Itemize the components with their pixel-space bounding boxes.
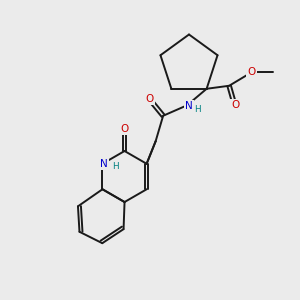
Text: O: O — [146, 94, 154, 104]
Text: N: N — [100, 159, 108, 169]
Text: O: O — [231, 100, 239, 110]
Text: O: O — [248, 67, 256, 77]
Text: O: O — [120, 124, 129, 134]
Text: H: H — [112, 162, 119, 171]
Text: N: N — [185, 101, 193, 111]
Text: H: H — [194, 105, 201, 114]
